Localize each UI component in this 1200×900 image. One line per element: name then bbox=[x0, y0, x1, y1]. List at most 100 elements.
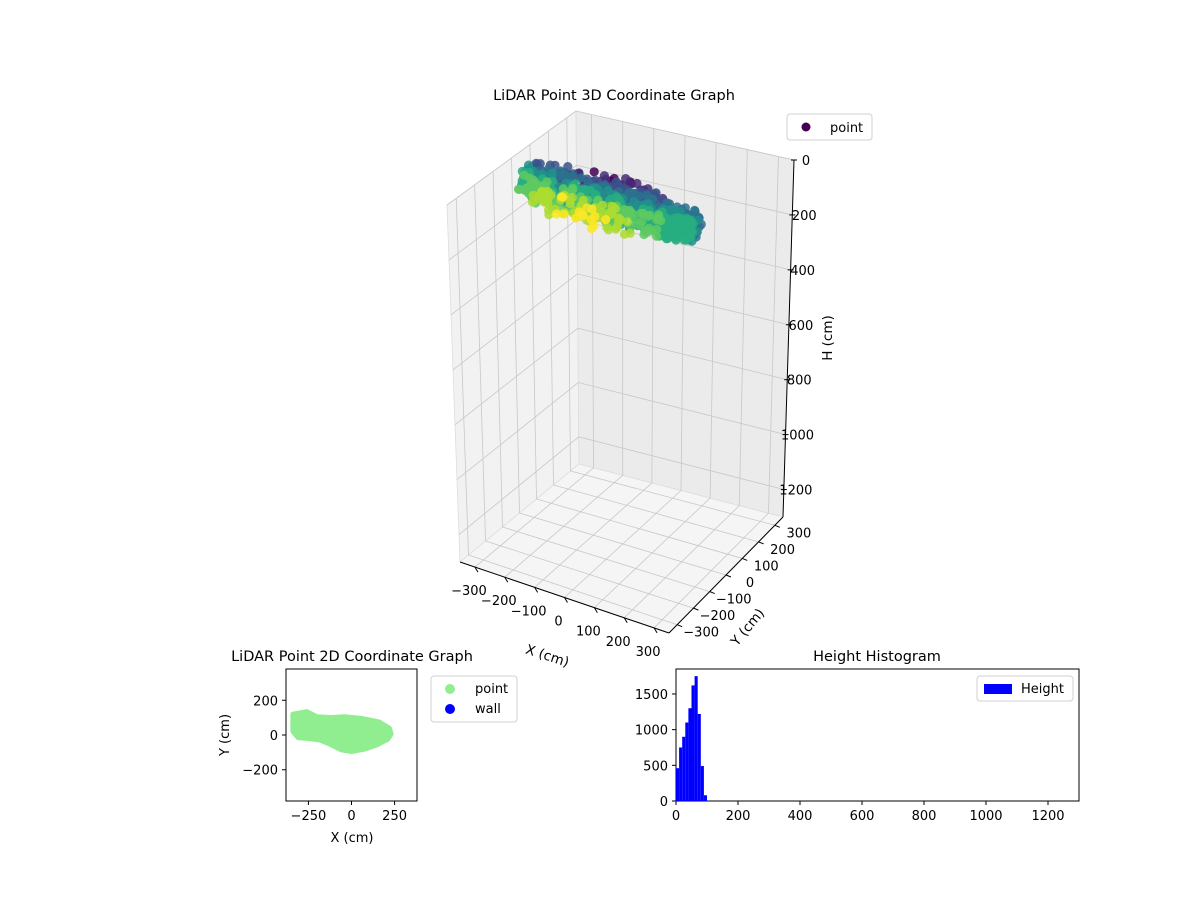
histogram-bars bbox=[676, 676, 707, 801]
plot3d-point-778 bbox=[644, 223, 654, 233]
plot3d-y-tick-label-5: 200 bbox=[770, 543, 795, 558]
plot3d-left-grid-y-2 bbox=[492, 171, 503, 528]
plot3d-point-879 bbox=[543, 186, 553, 196]
plot3d-point-159 bbox=[590, 175, 600, 185]
plot3d-x-tick-label-2: −100 bbox=[511, 604, 547, 619]
plot3d-point-893 bbox=[551, 209, 562, 219]
plot3d-y-tick-4 bbox=[742, 557, 748, 561]
plot3d-back-grid-x-4 bbox=[709, 142, 717, 499]
histogram-bar-2 bbox=[682, 736, 686, 801]
histogram-x-tick-label-0: 0 bbox=[672, 809, 680, 824]
plot3d-floor-grid-y-2 bbox=[502, 526, 710, 592]
plot3d-back-grid-x-2 bbox=[651, 128, 655, 483]
plot3d-point-896 bbox=[556, 192, 567, 202]
histogram: Height Histogram 0 200 400 600 800 1000 1200 0 5… bbox=[635, 649, 1080, 824]
plot3d-legend: point bbox=[786, 113, 873, 141]
plot3d-point-841 bbox=[622, 217, 633, 227]
plot3d-y-tick-label-3: 0 bbox=[746, 576, 754, 591]
plot3d-back-grid-x-6 bbox=[768, 156, 779, 514]
plot3d-y-tick-6 bbox=[774, 524, 781, 528]
plot3d-point-705 bbox=[671, 233, 681, 243]
plot3d-point-797 bbox=[638, 208, 648, 218]
plot3d-y-tick-2 bbox=[709, 591, 715, 595]
plot2d-y-tick-label-1: 0 bbox=[270, 729, 278, 744]
plot3d-floor-grid-y-5 bbox=[553, 484, 759, 543]
plot3d-point-856 bbox=[619, 229, 630, 239]
plot3d-z-axis-line bbox=[782, 159, 795, 518]
plot3d-point-713 bbox=[672, 218, 682, 228]
plot3d-grid-z-3 bbox=[452, 273, 790, 371]
plot3d-title: LiDAR Point 3D Coordinate Graph bbox=[493, 88, 735, 104]
histogram-bar-0 bbox=[676, 768, 680, 801]
plot3d-x-axis-label: X (cm) bbox=[524, 642, 571, 671]
plot3d-z-tick-label-1: 200 bbox=[792, 209, 817, 224]
plot3d-left-grid-y-3 bbox=[511, 157, 520, 514]
histogram-y-tick-label-1: 500 bbox=[643, 759, 668, 774]
plot3d-point-884 bbox=[544, 210, 554, 220]
plot3d-x-tick-label-1: −200 bbox=[481, 594, 517, 609]
plot3d-z-tick-label-0: 0 bbox=[802, 154, 810, 169]
plot3d-back-pane bbox=[575, 110, 795, 518]
plot3d-x-tick-2 bbox=[534, 587, 539, 593]
plot3d-point-823 bbox=[530, 178, 540, 188]
plot3d-z-tick-label-5: 1000 bbox=[781, 429, 814, 444]
plot3d-point-899 bbox=[582, 203, 592, 213]
plot3d-y-tick-5 bbox=[758, 541, 764, 545]
plot3d-back-grid-x-3 bbox=[680, 135, 686, 491]
plot3d-point-881 bbox=[607, 208, 617, 218]
histogram-y-tick-label-2: 1000 bbox=[635, 724, 668, 739]
plot2d-y-axis-label: Y (cm) bbox=[218, 714, 233, 757]
plot3d-grid-z-6 bbox=[458, 436, 784, 535]
plot2d-legend-label-wall: wall bbox=[475, 702, 501, 717]
plot2d-legend-label-point: point bbox=[475, 682, 508, 697]
plot2d-legend-marker-point bbox=[445, 684, 455, 694]
plot3d-x-tick-4 bbox=[593, 607, 598, 613]
plot2d-y-tick-label-2: 200 bbox=[253, 694, 278, 709]
plot3d-point-897 bbox=[587, 223, 597, 234]
plot3d-point-845 bbox=[567, 192, 577, 202]
histogram-ticks: 0 200 400 600 800 1000 1200 0 500 1000 1500 bbox=[635, 688, 1065, 824]
plot3d-point-24 bbox=[632, 178, 642, 189]
histogram-x-tick-label-6: 1200 bbox=[1031, 809, 1064, 824]
plot3d-x-tick-0 bbox=[474, 566, 479, 573]
plot3d-point-870 bbox=[543, 195, 553, 205]
plot3d-floor-grid-y-4 bbox=[536, 498, 743, 559]
plot3d-y-tick-label-1: −200 bbox=[700, 609, 736, 624]
plot2d-title: LiDAR Point 2D Coordinate Graph bbox=[231, 649, 473, 665]
plot3d-point-233 bbox=[576, 173, 586, 183]
plot3d-z-tick-label-3: 600 bbox=[789, 319, 814, 334]
plot3d-point-756 bbox=[653, 213, 663, 223]
histogram-y-tick-label-0: 0 bbox=[660, 795, 668, 810]
histogram-bar-3 bbox=[685, 722, 689, 801]
plot3d-floor-grid-y-3 bbox=[519, 512, 727, 576]
plot3d-point-886 bbox=[559, 209, 569, 219]
plot3d-x-tick-6 bbox=[653, 627, 658, 634]
plot3d-point-859 bbox=[614, 217, 624, 227]
plot3d-grid-z-1 bbox=[448, 164, 793, 261]
plot3d-back-grid-x-5 bbox=[738, 149, 748, 506]
plot3d-left-grid-y-0 bbox=[455, 198, 469, 556]
plot3d-z-tick-label-4: 800 bbox=[787, 374, 812, 389]
plot3d-x-tick-label-0: −300 bbox=[451, 584, 487, 599]
plot3d: LiDAR Point 3D Coordinate Graph −300−200… bbox=[446, 88, 873, 671]
histogram-bar-5 bbox=[691, 685, 695, 801]
histogram-x-tick-label-4: 800 bbox=[912, 809, 937, 824]
histogram-bar-4 bbox=[688, 708, 692, 801]
plot3d-x-tick-label-3: 0 bbox=[554, 615, 562, 630]
histogram-x-tick-label-2: 400 bbox=[788, 809, 813, 824]
plot3d-grid-z-0 bbox=[446, 110, 795, 206]
plot3d-point-898 bbox=[574, 207, 584, 217]
plot3d-left-grid-y-1 bbox=[474, 184, 486, 542]
histogram-legend-swatch bbox=[984, 684, 1012, 694]
plot3d-z-tick-label-6: 1200 bbox=[779, 484, 812, 499]
plot3d-y-tick-label-6: 300 bbox=[786, 526, 811, 541]
plot3d-point-891 bbox=[601, 215, 611, 225]
plot3d-point-699 bbox=[686, 220, 696, 230]
plot3d-x-tick-label-5: 200 bbox=[606, 635, 631, 650]
histogram-bar-9 bbox=[703, 795, 707, 801]
plot2d-y-tick-label-0: −200 bbox=[242, 764, 278, 779]
plot3d-x-tick-1 bbox=[504, 576, 509, 583]
plot2d-legend: point wall bbox=[430, 675, 518, 723]
plot3d-point-704 bbox=[679, 235, 689, 245]
plot3d-point-684 bbox=[686, 228, 696, 238]
